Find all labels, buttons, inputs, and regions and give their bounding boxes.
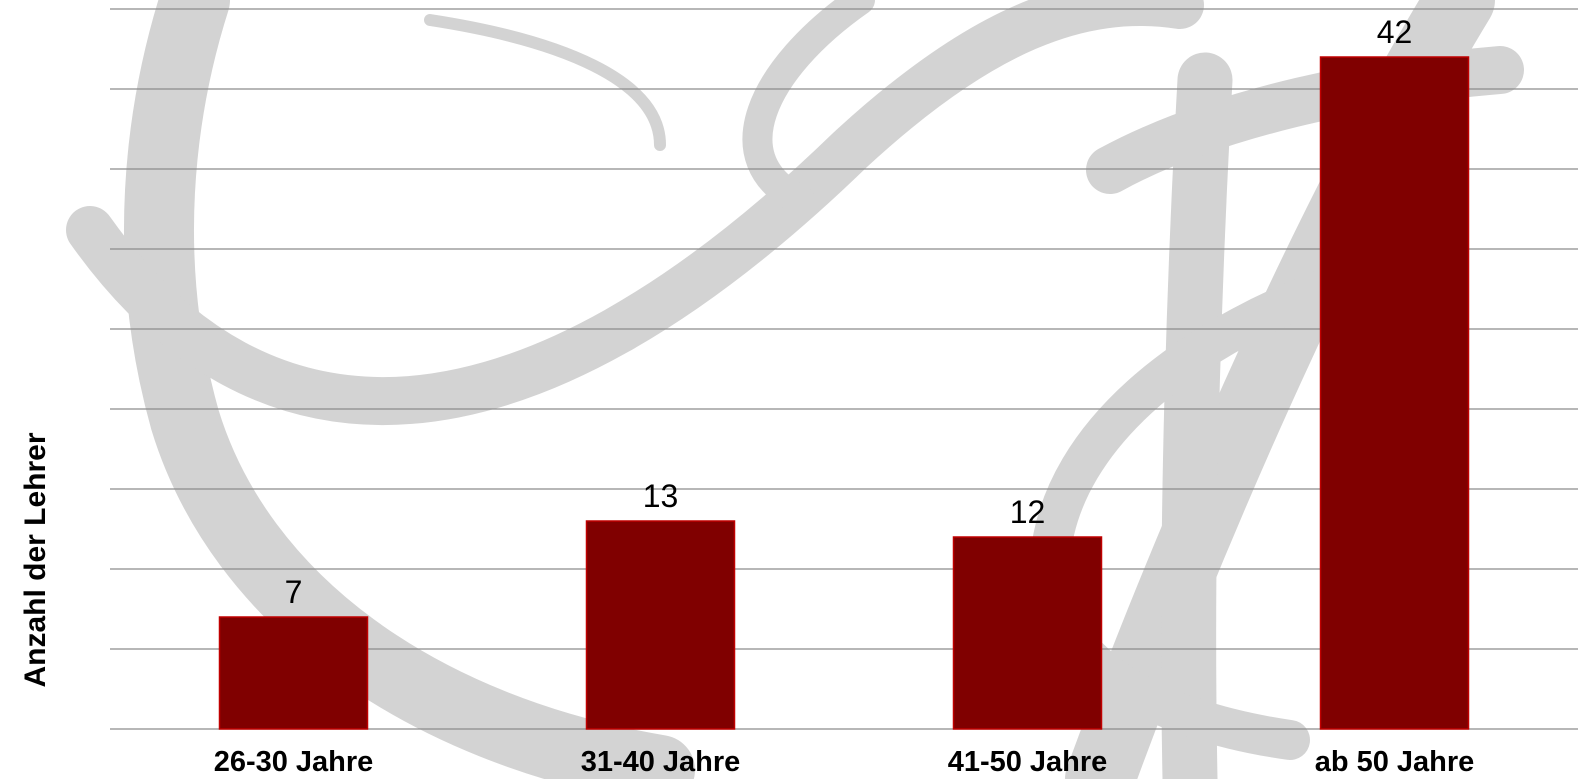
data-label: 7 (285, 574, 303, 610)
watermark-stem (1161, 52, 1233, 779)
x-tick-labels: 26-30 Jahre 31-40 Jahre 41-50 Jahre ab 50 J… (214, 746, 1475, 778)
watermark-top-curl (742, 0, 875, 215)
data-label: 42 (1377, 14, 1413, 50)
data-label: 12 (1010, 494, 1046, 530)
bar (952, 536, 1103, 730)
watermark-arc-left (124, 0, 695, 779)
x-tick-label: 41-50 Jahre (948, 746, 1108, 778)
bar (218, 616, 369, 730)
x-tick-label: ab 50 Jahre (1315, 746, 1475, 778)
y-axis-label-text: Anzahl der Lehrer (19, 432, 52, 688)
watermark-swash (66, 0, 1204, 426)
data-label: 13 (643, 478, 679, 514)
bar (1319, 56, 1470, 730)
watermark-hook (424, 14, 666, 151)
data-labels: 7 13 12 42 (285, 14, 1413, 610)
x-tick-label: 26-30 Jahre (214, 746, 374, 778)
x-tick-label: 31-40 Jahre (581, 746, 741, 778)
bars (218, 56, 1470, 730)
bar (585, 520, 736, 730)
